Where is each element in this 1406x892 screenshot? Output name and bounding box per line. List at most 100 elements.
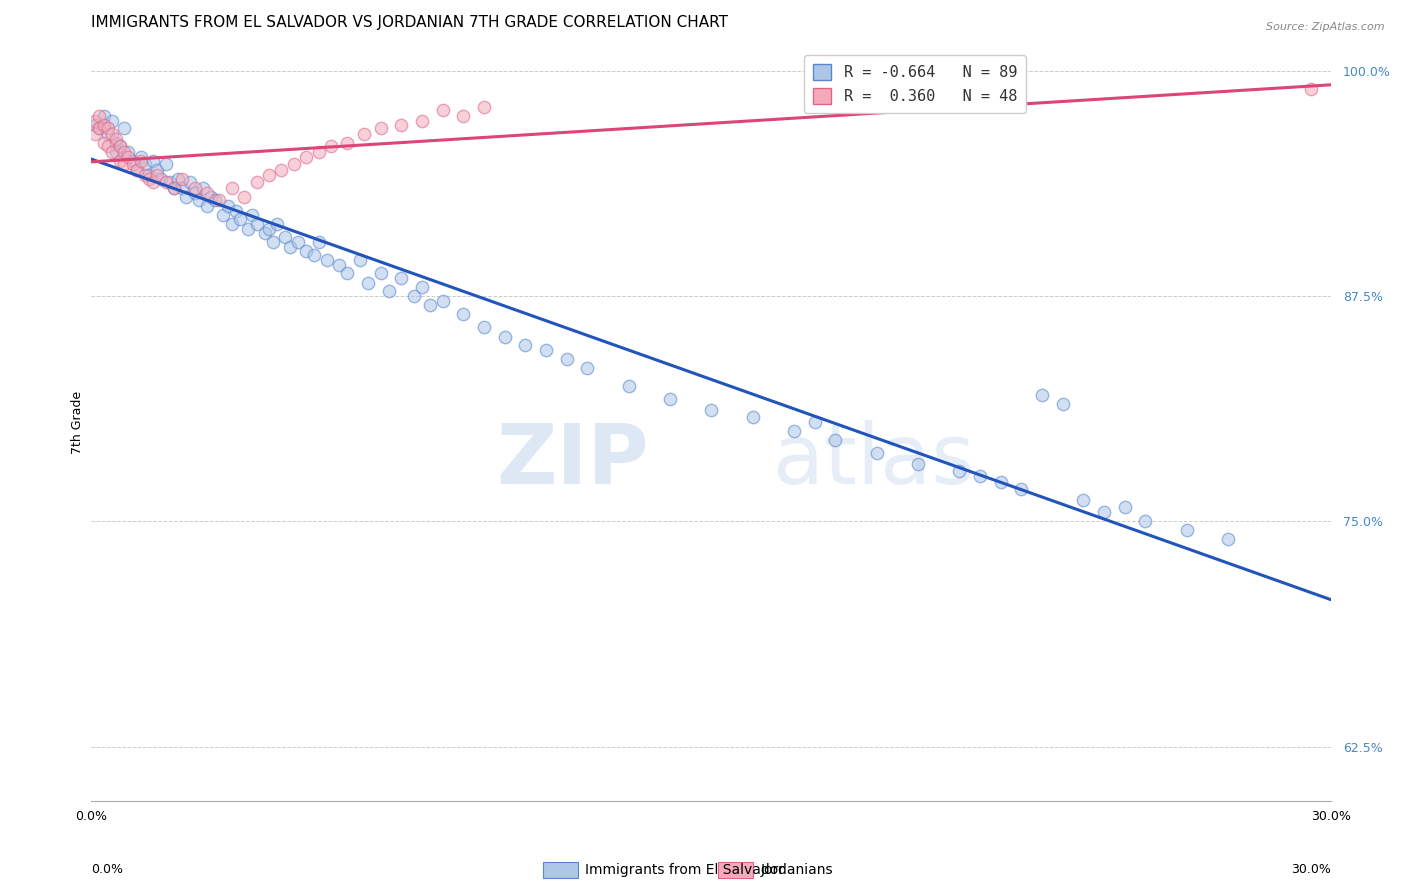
Point xyxy=(515,337,537,351)
Point xyxy=(357,277,380,291)
Point xyxy=(1071,492,1094,507)
Point xyxy=(948,464,970,478)
Point xyxy=(1299,81,1322,95)
Text: 30.0%: 30.0% xyxy=(1292,863,1331,876)
Point xyxy=(229,211,252,226)
Point xyxy=(212,208,235,222)
Point xyxy=(1010,482,1032,496)
Point xyxy=(389,118,412,132)
Point xyxy=(336,266,359,280)
Point xyxy=(146,168,169,182)
Point xyxy=(163,181,186,195)
Point xyxy=(112,121,135,136)
Point xyxy=(84,127,107,141)
Point xyxy=(101,114,124,128)
Point xyxy=(349,252,371,267)
Point xyxy=(990,475,1012,489)
Text: Source: ZipAtlas.com: Source: ZipAtlas.com xyxy=(1267,22,1385,32)
Point xyxy=(142,153,165,168)
Point xyxy=(245,217,267,231)
Point xyxy=(1092,505,1115,519)
Point xyxy=(370,121,392,136)
Point xyxy=(472,319,495,334)
Point xyxy=(129,153,152,168)
Point xyxy=(208,194,231,208)
Point xyxy=(108,153,131,168)
Text: Immigrants from El Salvador: Immigrants from El Salvador xyxy=(585,863,783,877)
Point xyxy=(97,127,120,141)
Legend: R = -0.664   N = 89, R =  0.360   N = 48: R = -0.664 N = 89, R = 0.360 N = 48 xyxy=(804,55,1026,113)
Point xyxy=(117,145,139,159)
Point xyxy=(225,204,247,219)
Point xyxy=(172,181,194,195)
Point xyxy=(432,294,454,309)
Point xyxy=(411,114,433,128)
Point xyxy=(308,145,330,159)
Point xyxy=(134,168,156,182)
Point xyxy=(245,176,267,190)
Point xyxy=(117,150,139,164)
Point xyxy=(84,118,107,132)
Point xyxy=(741,409,763,424)
Point xyxy=(187,194,209,208)
Point xyxy=(328,259,350,273)
Point xyxy=(159,176,181,190)
Point xyxy=(411,280,433,294)
Point xyxy=(146,162,169,177)
Text: atlas: atlas xyxy=(773,419,974,500)
Point xyxy=(266,217,288,231)
Point xyxy=(283,157,305,171)
Point xyxy=(84,114,107,128)
Point xyxy=(125,162,148,177)
Point xyxy=(121,157,143,171)
Point xyxy=(150,172,173,186)
Point xyxy=(195,199,218,213)
Point xyxy=(295,244,318,258)
Point xyxy=(865,446,887,460)
Point xyxy=(658,392,681,406)
Point xyxy=(138,168,160,182)
Point xyxy=(138,172,160,186)
Point xyxy=(494,330,516,344)
Point xyxy=(1114,500,1136,514)
Point xyxy=(101,145,124,159)
Point xyxy=(104,136,127,150)
Point xyxy=(108,139,131,153)
Point xyxy=(304,247,326,261)
Point xyxy=(174,190,197,204)
Point xyxy=(233,190,256,204)
Point xyxy=(262,235,284,249)
Point xyxy=(129,150,152,164)
Point xyxy=(238,222,260,236)
Point xyxy=(89,121,111,136)
Point xyxy=(555,352,578,367)
Point xyxy=(451,307,474,321)
Point xyxy=(101,127,124,141)
Point xyxy=(221,217,243,231)
Text: 0.0%: 0.0% xyxy=(91,863,124,876)
Point xyxy=(97,139,120,153)
Point xyxy=(93,136,115,150)
Point xyxy=(89,121,111,136)
Point xyxy=(907,457,929,471)
Point xyxy=(200,190,222,204)
Point xyxy=(179,176,201,190)
Point xyxy=(287,235,309,249)
Point xyxy=(242,208,264,222)
Point xyxy=(167,172,190,186)
Point xyxy=(278,240,301,254)
Point xyxy=(125,162,148,177)
Point xyxy=(253,226,276,240)
Point xyxy=(700,402,723,417)
Point xyxy=(155,176,177,190)
Point xyxy=(163,181,186,195)
Point xyxy=(1031,388,1053,402)
Point xyxy=(295,150,318,164)
Point xyxy=(93,109,115,123)
Point xyxy=(308,235,330,249)
Point xyxy=(1052,397,1074,411)
Point xyxy=(353,127,375,141)
Point xyxy=(451,109,474,123)
Point xyxy=(93,118,115,132)
Point xyxy=(402,289,425,303)
